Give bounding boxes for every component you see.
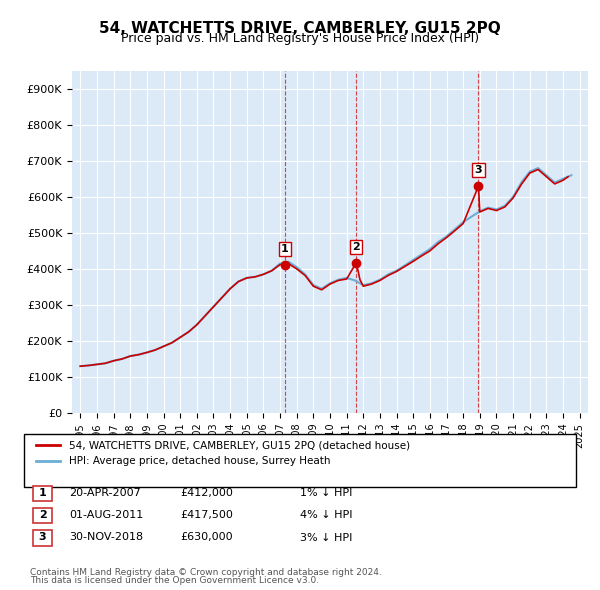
Text: Contains HM Land Registry data © Crown copyright and database right 2024.: Contains HM Land Registry data © Crown c…	[30, 568, 382, 577]
Text: 1% ↓ HPI: 1% ↓ HPI	[300, 488, 352, 497]
Text: 1: 1	[281, 244, 289, 254]
Text: 4% ↓ HPI: 4% ↓ HPI	[300, 510, 353, 520]
Text: 1: 1	[39, 488, 46, 497]
Text: £412,000: £412,000	[180, 488, 233, 497]
Text: 54, WATCHETTS DRIVE, CAMBERLEY, GU15 2PQ: 54, WATCHETTS DRIVE, CAMBERLEY, GU15 2PQ	[99, 21, 501, 35]
Text: Price paid vs. HM Land Registry's House Price Index (HPI): Price paid vs. HM Land Registry's House …	[121, 32, 479, 45]
Text: 01-AUG-2011: 01-AUG-2011	[69, 510, 143, 520]
Text: 54, WATCHETTS DRIVE, CAMBERLEY, GU15 2PQ (detached house): 54, WATCHETTS DRIVE, CAMBERLEY, GU15 2PQ…	[69, 441, 410, 450]
Text: This data is licensed under the Open Government Licence v3.0.: This data is licensed under the Open Gov…	[30, 576, 319, 585]
Text: 2: 2	[39, 510, 46, 520]
Text: £417,500: £417,500	[180, 510, 233, 520]
Text: 3: 3	[475, 165, 482, 175]
Text: 20-APR-2007: 20-APR-2007	[69, 488, 141, 497]
Text: 3: 3	[39, 533, 46, 542]
Text: £630,000: £630,000	[180, 533, 233, 542]
Text: 3% ↓ HPI: 3% ↓ HPI	[300, 533, 352, 542]
Text: 30-NOV-2018: 30-NOV-2018	[69, 533, 143, 542]
Text: HPI: Average price, detached house, Surrey Heath: HPI: Average price, detached house, Surr…	[69, 457, 331, 466]
Text: 2: 2	[352, 242, 360, 252]
